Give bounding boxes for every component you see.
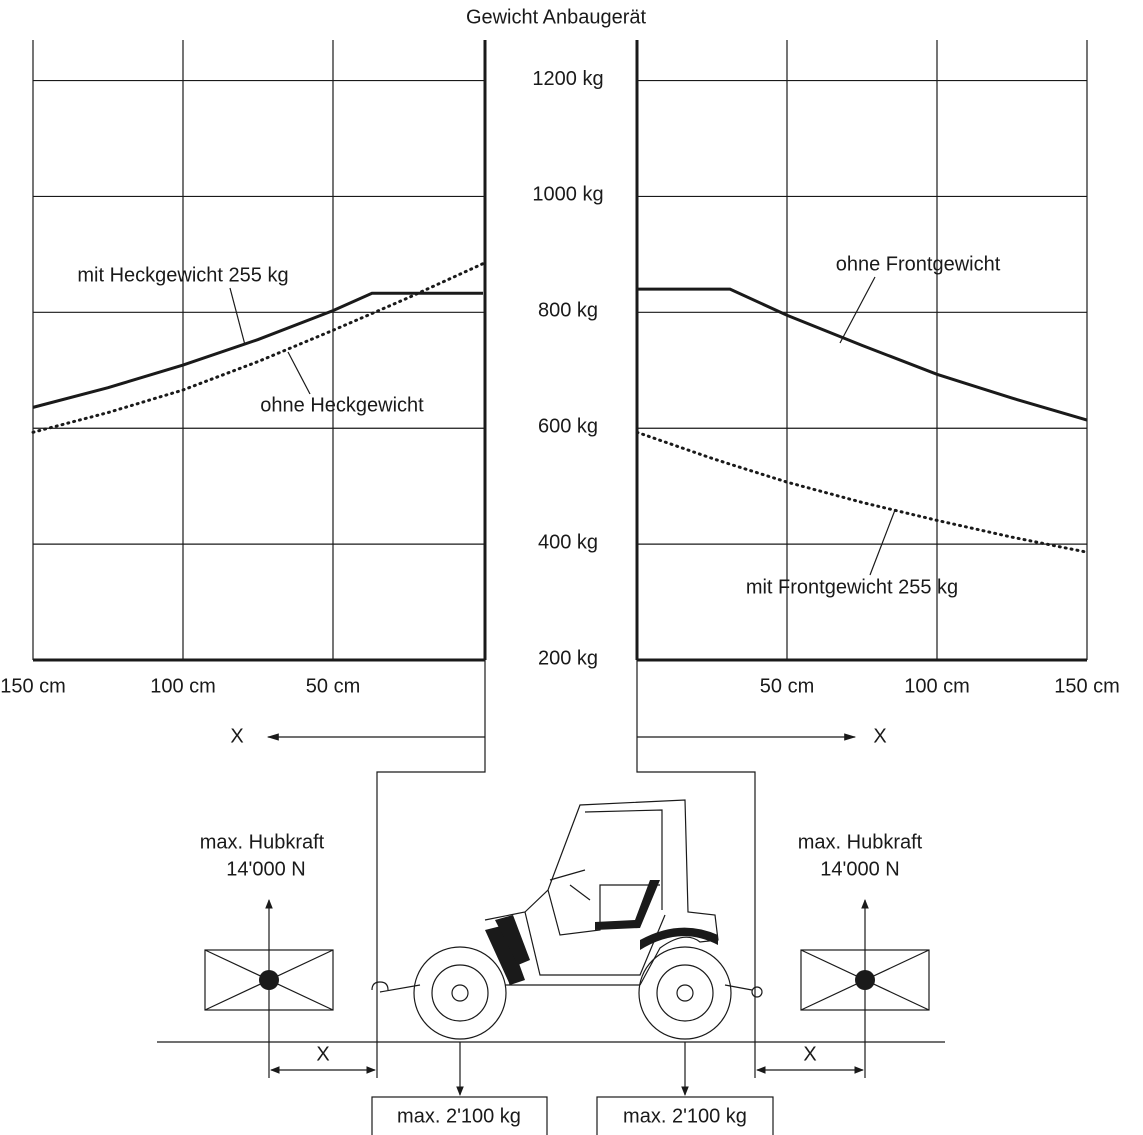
leader-line	[229, 287, 246, 346]
load-label: max. Hubkraft	[798, 831, 923, 853]
series-label: ohne Heckgewicht	[260, 394, 424, 416]
series-label: mit Heckgewicht 255 kg	[77, 264, 288, 286]
title: Gewicht Anbaugerät	[466, 6, 647, 28]
y-tick-label: 1200 kg	[532, 68, 603, 90]
y-tick-label: 200 kg	[538, 647, 598, 669]
distance-label: X	[803, 1043, 816, 1065]
x-arrow-label: X	[873, 725, 886, 747]
rear-load: max. Hubkraft 14'000 N X	[200, 831, 376, 1078]
x-tick-label: 150 cm	[1054, 675, 1120, 697]
axle-load: max. 2'100 kg	[397, 1105, 521, 1127]
series-line	[31, 262, 485, 434]
x-arrow-label: X	[230, 725, 243, 747]
y-tick-label: 1000 kg	[532, 184, 603, 206]
y-tick-label: 600 kg	[538, 416, 598, 438]
series-label: ohne Frontgewicht	[836, 253, 1001, 275]
series-line	[635, 430, 1089, 554]
load-force: 14'000 N	[226, 858, 305, 880]
load-label: max. Hubkraft	[200, 831, 325, 853]
x-tick-label: 100 cm	[904, 675, 970, 697]
frame	[157, 660, 945, 1078]
load-force: 14'000 N	[820, 858, 899, 880]
y-tick-label: 800 kg	[538, 300, 598, 322]
x-tick-label: 100 cm	[150, 675, 216, 697]
distance-label: X	[316, 1043, 329, 1065]
series-label: mit Frontgewicht 255 kg	[746, 576, 958, 598]
x-tick-label: 50 cm	[760, 675, 814, 697]
leader-line	[287, 351, 311, 395]
axle-load: max. 2'100 kg	[623, 1105, 747, 1127]
leader-line	[839, 276, 876, 344]
front-load: max. Hubkraft 14'000 N X	[756, 831, 930, 1078]
y-tick-label: 400 kg	[538, 531, 598, 553]
x-tick-label: 50 cm	[306, 675, 360, 697]
series-line	[32, 291, 483, 409]
vehicle: max. 2'100 kg max. 2'100 kg	[371, 799, 774, 1135]
series-line	[637, 287, 1088, 422]
x-tick-label: 150 cm	[0, 675, 66, 697]
leader-line	[869, 509, 896, 576]
